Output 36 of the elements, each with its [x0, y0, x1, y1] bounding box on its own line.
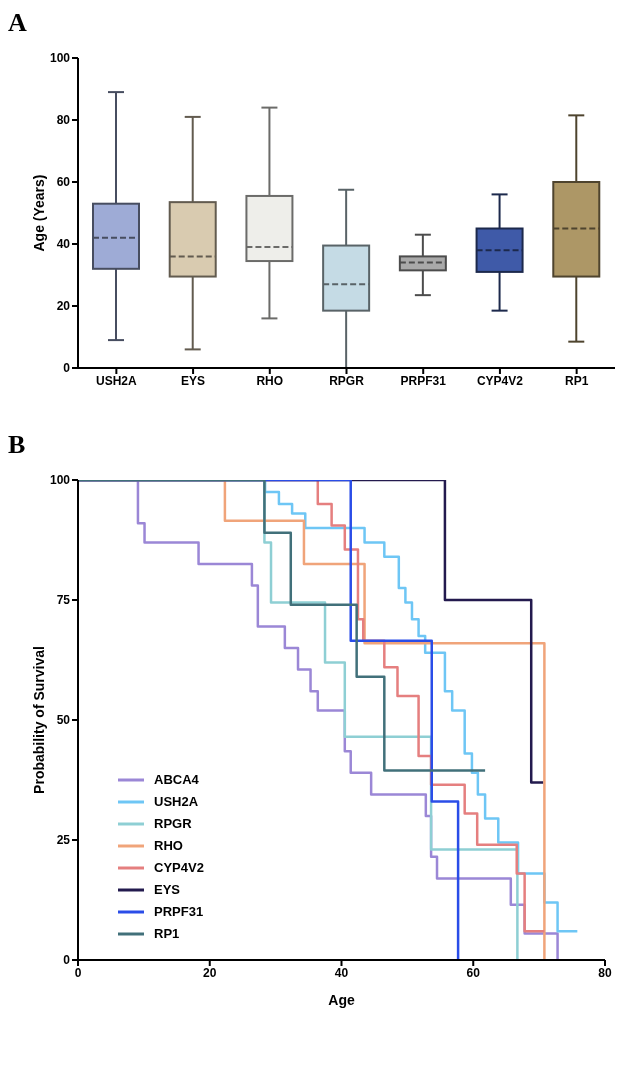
y-tick-label: 75 [56, 593, 71, 608]
y-tick-label: 60 [56, 175, 71, 190]
y-axis-title: Age (Years) [30, 174, 47, 252]
x-tick-label: PRPF31 [400, 373, 447, 388]
y-axis-title: Probability of Survival [30, 646, 47, 794]
chart-title: B [8, 430, 27, 460]
x-tick-label: 0 [74, 965, 82, 980]
x-tick-label: 80 [598, 965, 612, 980]
legend-label: RP1 [154, 925, 180, 943]
x-tick-label: 60 [466, 965, 481, 980]
legend-label: ABCA4 [154, 771, 199, 789]
x-tick-label: RP1 [564, 373, 589, 388]
y-tick-label: 0 [63, 361, 71, 376]
legend-label: RHO [154, 837, 183, 855]
chart-title: A [8, 8, 28, 38]
legend-label: EYS [154, 881, 181, 899]
legend-label: PRPF31 [154, 903, 204, 921]
y-tick-label: 80 [56, 113, 71, 128]
x-tick-label: 20 [203, 965, 217, 980]
x-tick-label: 40 [334, 965, 349, 980]
legend-label: CYP4V2 [154, 859, 204, 877]
y-tick-label: 0 [63, 953, 71, 968]
y-tick-label: 100 [49, 473, 71, 488]
y-tick-label: 50 [56, 713, 71, 728]
x-tick-label: EYS [181, 373, 206, 388]
y-tick-label: 20 [56, 299, 71, 314]
legend-label: RPGR [154, 815, 192, 833]
y-tick-label: 100 [49, 51, 71, 66]
x-tick-label: USH2A [96, 373, 138, 388]
y-tick-label: 40 [56, 237, 71, 252]
y-tick-label: 25 [56, 833, 71, 848]
x-tick-label: RHO [256, 373, 284, 388]
legend-label: USH2A [154, 793, 199, 811]
x-tick-label: CYP4V2 [476, 373, 524, 388]
x-axis-title: Age [328, 991, 355, 1008]
x-tick-label: RPGR [329, 373, 365, 388]
